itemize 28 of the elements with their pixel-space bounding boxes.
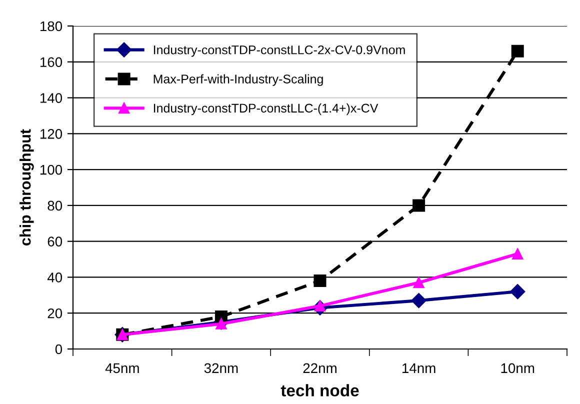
y-tick-label: 120 — [40, 129, 62, 139]
point — [216, 318, 227, 330]
legend-label: Industry-constTDP-constLLC-2x-CV-0.9Vnom — [154, 45, 405, 57]
y-tick-label: 160 — [40, 57, 62, 68]
y-tick-label: 100 — [40, 164, 62, 175]
y-tick-label: 180 — [40, 21, 62, 32]
x-tick-label: 45nm — [105, 363, 139, 374]
y-tick-label: 80 — [48, 200, 62, 211]
y-tick-label: 40 — [47, 272, 62, 282]
legend-label: Max-Perf-with-Industry-Scaling — [154, 74, 323, 86]
point — [314, 274, 326, 288]
x-tick-label: 22nm — [303, 363, 336, 373]
point — [412, 199, 426, 212]
legend-label: Industry-constTDP-constLLC-(1.4+)x-CV — [154, 103, 378, 116]
x-tick-label: 14nm — [402, 363, 436, 373]
y-tick-label: 0 — [55, 344, 62, 354]
y-tick-label: 20 — [48, 308, 62, 318]
point — [511, 44, 524, 58]
y-axis-title: chip throughput — [20, 129, 34, 246]
point — [413, 277, 424, 288]
x-axis-title: tech node — [280, 384, 359, 396]
point — [411, 292, 426, 308]
x-tick-label: 32nm — [204, 363, 238, 374]
point — [512, 248, 524, 260]
point — [510, 284, 526, 300]
y-tick-label: 140 — [40, 93, 62, 103]
x-tick-label: 10nm — [501, 363, 534, 374]
y-tick-label: 60 — [48, 236, 62, 247]
